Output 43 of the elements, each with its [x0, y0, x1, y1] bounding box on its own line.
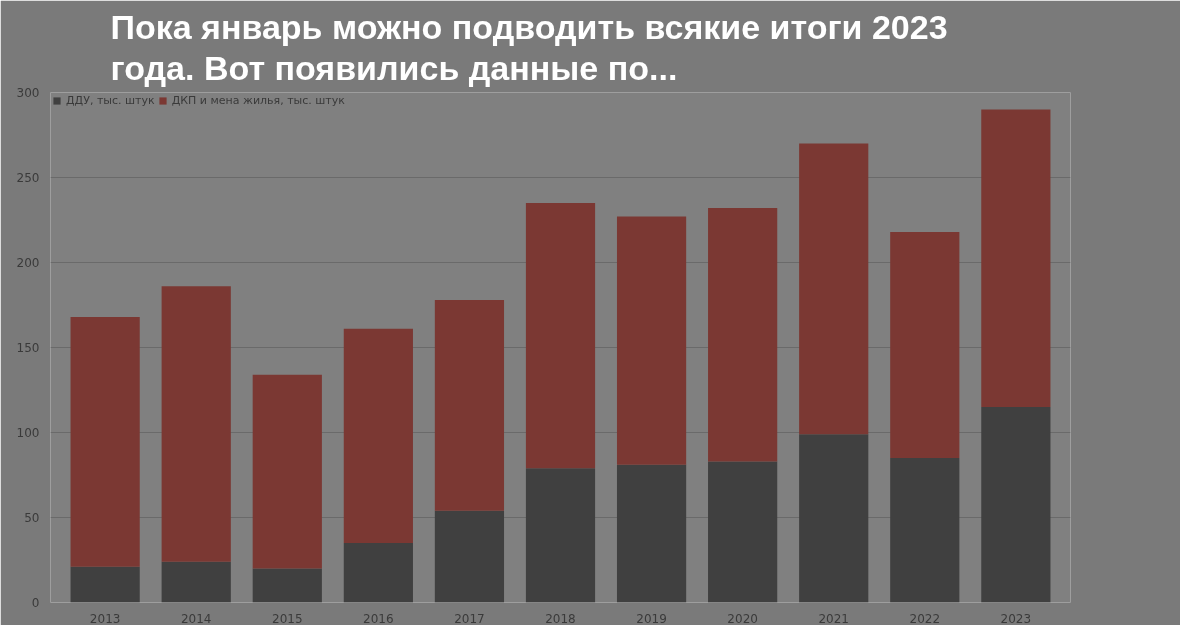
- y-tick-label: 0: [31, 596, 40, 610]
- bar: [616, 464, 687, 603]
- bar: [890, 458, 960, 603]
- legend-label: ДДУ, тыс. штук: [66, 94, 155, 107]
- bar: [616, 216, 687, 465]
- bar: [70, 316, 140, 567]
- x-tick-label: 2019: [636, 611, 667, 626]
- bar: [70, 566, 140, 603]
- y-tick-label: 250: [16, 171, 40, 185]
- y-tick-label: 150: [16, 341, 40, 355]
- y-tick-label: 50: [24, 511, 40, 525]
- bar: [252, 568, 322, 603]
- bar: [525, 468, 596, 603]
- bar: [161, 286, 231, 562]
- x-tick-label: 2014: [180, 611, 212, 626]
- bar: [708, 461, 778, 603]
- bar: [890, 231, 960, 458]
- y-tick-label: 300: [16, 86, 40, 100]
- x-tick-label: 2020: [727, 611, 758, 626]
- bar: [252, 374, 322, 569]
- bar: [343, 328, 413, 543]
- y-tick-label: 100: [16, 426, 40, 440]
- x-tick-label: 2018: [545, 611, 576, 626]
- x-tick-label: 2021: [818, 611, 849, 626]
- bar: [434, 510, 505, 603]
- bar: [708, 208, 778, 462]
- x-tick-label: 2013: [89, 611, 121, 626]
- bar: [981, 407, 1051, 603]
- bar: [434, 299, 505, 511]
- bar: [799, 143, 869, 435]
- x-tick-label: 2017: [454, 611, 485, 626]
- y-tick-label: 200: [16, 256, 40, 270]
- chart-title: Пока январь можно подводить всякие итоги 2023 года. Вот появились данные по...: [110, 7, 948, 88]
- legend-label: ДКП и мена жилья, тыс. штук: [171, 94, 345, 107]
- bar: [161, 561, 231, 603]
- x-tick-label: 2023: [1000, 611, 1032, 626]
- x-tick-label: 2015: [272, 611, 303, 626]
- bar: [799, 434, 869, 603]
- x-tick-label: 2022: [909, 611, 941, 626]
- bar: [981, 109, 1051, 407]
- bar: [343, 543, 413, 603]
- bar: [525, 203, 596, 469]
- x-tick-label: 2016: [363, 611, 394, 626]
